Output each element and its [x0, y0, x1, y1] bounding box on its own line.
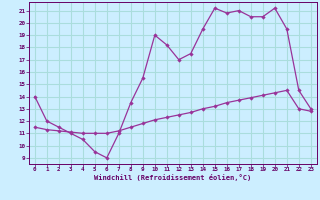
X-axis label: Windchill (Refroidissement éolien,°C): Windchill (Refroidissement éolien,°C) [94, 174, 252, 181]
